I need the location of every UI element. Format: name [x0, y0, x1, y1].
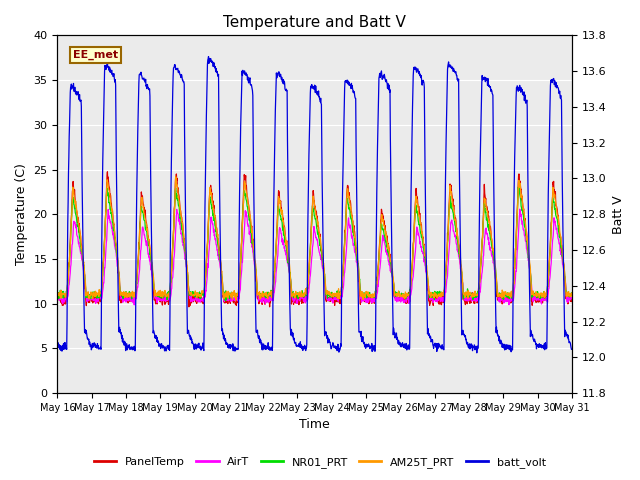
- batt_volt: [156, 341, 163, 347]
- AirT: [156, 296, 163, 302]
- AM25T_PRT: [395, 288, 403, 294]
- batt_volt: [205, 54, 212, 60]
- NR01_PRT: [168, 266, 175, 272]
- AirT: [226, 296, 234, 301]
- AM25T_PRT: [168, 264, 175, 269]
- NR01_PRT: [221, 298, 229, 303]
- batt_volt: [54, 343, 61, 348]
- NR01_PRT: [394, 292, 402, 298]
- Legend: PanelTemp, AirT, NR01_PRT, AM25T_PRT, batt_volt: PanelTemp, AirT, NR01_PRT, AM25T_PRT, ba…: [90, 452, 550, 472]
- batt_volt: [508, 349, 515, 355]
- AirT: [54, 297, 61, 302]
- AirT: [516, 206, 524, 212]
- PanelTemp: [168, 255, 176, 261]
- PanelTemp: [462, 294, 470, 300]
- PanelTemp: [395, 295, 403, 301]
- AM25T_PRT: [156, 292, 163, 298]
- AM25T_PRT: [462, 289, 470, 295]
- PanelTemp: [156, 298, 163, 304]
- Line: PanelTemp: PanelTemp: [58, 172, 572, 307]
- Line: AirT: AirT: [58, 209, 572, 305]
- X-axis label: Time: Time: [300, 419, 330, 432]
- batt_volt: [226, 344, 234, 349]
- batt_volt: [168, 142, 175, 148]
- AirT: [394, 297, 402, 303]
- AirT: [568, 295, 575, 300]
- AM25T_PRT: [508, 288, 515, 294]
- AirT: [131, 302, 138, 308]
- Line: AM25T_PRT: AM25T_PRT: [58, 177, 572, 300]
- NR01_PRT: [226, 296, 234, 302]
- NR01_PRT: [461, 292, 469, 298]
- NR01_PRT: [507, 293, 515, 299]
- AirT: [507, 296, 515, 301]
- AM25T_PRT: [568, 290, 575, 296]
- Y-axis label: Batt V: Batt V: [612, 195, 625, 234]
- AirT: [461, 296, 469, 302]
- AM25T_PRT: [226, 291, 234, 297]
- PanelTemp: [508, 300, 515, 306]
- Line: NR01_PRT: NR01_PRT: [58, 187, 572, 300]
- Y-axis label: Temperature (C): Temperature (C): [15, 163, 28, 265]
- AM25T_PRT: [172, 174, 179, 180]
- PanelTemp: [54, 296, 61, 302]
- PanelTemp: [104, 169, 111, 175]
- batt_volt: [473, 350, 481, 356]
- Line: batt_volt: batt_volt: [58, 57, 572, 353]
- NR01_PRT: [568, 290, 575, 296]
- batt_volt: [394, 341, 402, 347]
- NR01_PRT: [54, 291, 61, 297]
- AM25T_PRT: [54, 294, 61, 300]
- PanelTemp: [226, 298, 234, 304]
- Text: EE_met: EE_met: [73, 49, 118, 60]
- Title: Temperature and Batt V: Temperature and Batt V: [223, 15, 406, 30]
- batt_volt: [461, 333, 469, 338]
- NR01_PRT: [515, 184, 522, 190]
- PanelTemp: [185, 304, 193, 310]
- NR01_PRT: [156, 291, 163, 297]
- PanelTemp: [568, 299, 575, 304]
- batt_volt: [568, 347, 575, 352]
- AirT: [168, 276, 176, 282]
- AM25T_PRT: [232, 298, 240, 303]
